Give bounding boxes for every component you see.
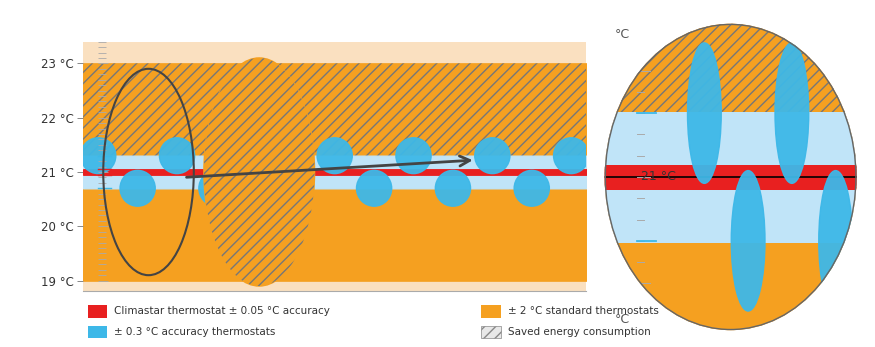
- Text: Saved energy consumption: Saved energy consumption: [507, 327, 650, 337]
- Ellipse shape: [159, 138, 194, 174]
- Ellipse shape: [514, 170, 550, 206]
- Ellipse shape: [436, 170, 471, 206]
- Ellipse shape: [396, 138, 431, 174]
- Text: ± 0.3 °C accuracy thermostats: ± 0.3 °C accuracy thermostats: [114, 327, 275, 337]
- Ellipse shape: [317, 138, 353, 174]
- Ellipse shape: [688, 43, 721, 183]
- Text: ± 2 °C standard thermostats: ± 2 °C standard thermostats: [507, 306, 658, 316]
- Ellipse shape: [732, 171, 765, 311]
- Ellipse shape: [199, 170, 234, 206]
- Ellipse shape: [277, 170, 313, 206]
- Text: 21 °C: 21 °C: [640, 170, 676, 184]
- Ellipse shape: [475, 138, 510, 174]
- Ellipse shape: [238, 138, 274, 174]
- Ellipse shape: [554, 138, 589, 174]
- Ellipse shape: [204, 58, 315, 286]
- Ellipse shape: [80, 138, 116, 174]
- Text: °C: °C: [614, 28, 629, 41]
- Text: °C: °C: [614, 313, 629, 326]
- Ellipse shape: [819, 171, 852, 311]
- Ellipse shape: [356, 170, 392, 206]
- Ellipse shape: [120, 170, 155, 206]
- Ellipse shape: [775, 43, 808, 183]
- Text: Climastar thermostat ± 0.05 °C accuracy: Climastar thermostat ± 0.05 °C accuracy: [114, 306, 330, 316]
